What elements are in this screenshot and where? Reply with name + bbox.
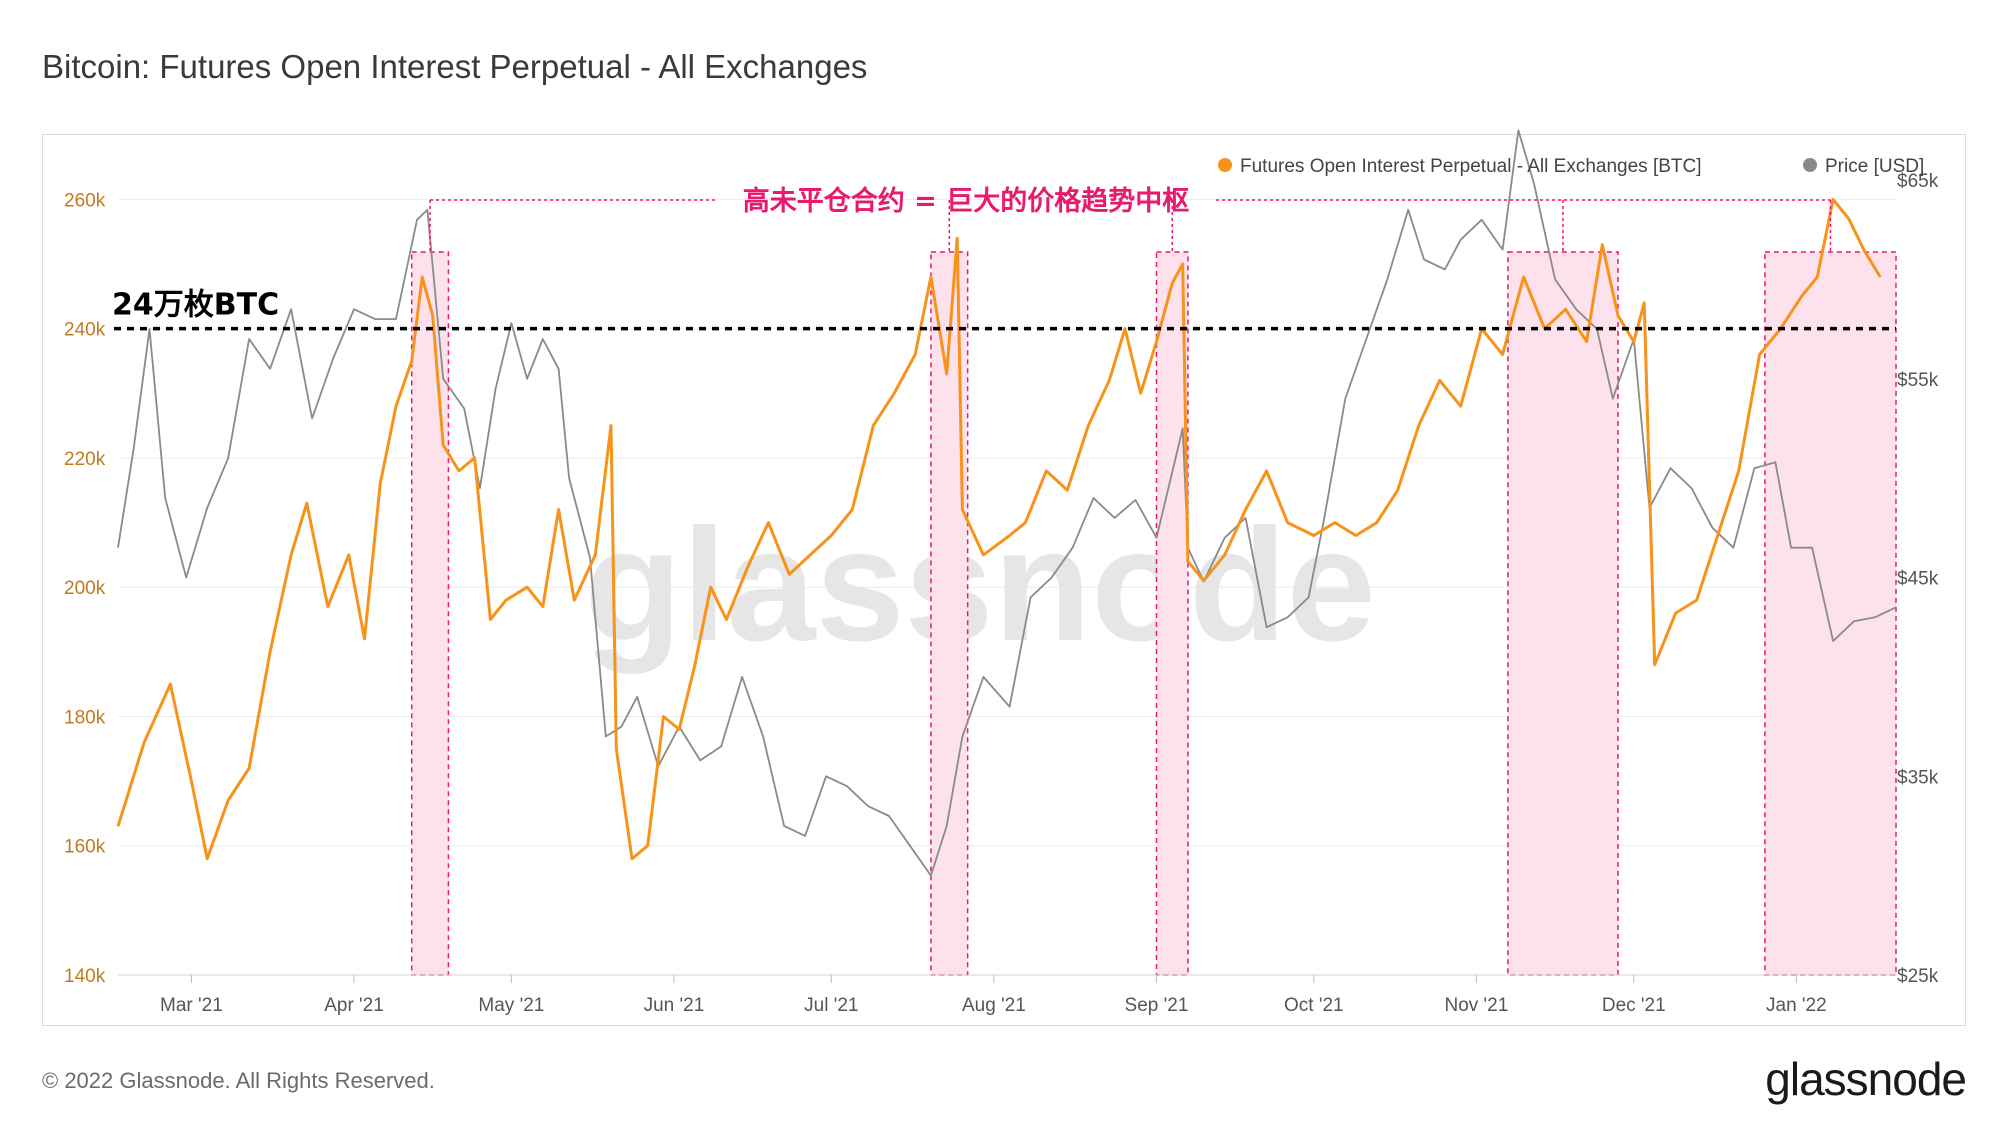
highlight-box [1764, 251, 1897, 976]
open-interest-series [116, 197, 1882, 861]
x-tick-label: Jan '22 [1766, 995, 1827, 1016]
callout-text: 高未平仓合约 = 巨大的价格趋势中枢 [743, 185, 1189, 217]
y-right-tick-label: $25k [1897, 966, 1939, 987]
x-tick-label: Jul '21 [804, 995, 858, 1016]
x-tick-label: Aug '21 [962, 995, 1026, 1016]
chart-frame [42, 134, 1966, 1026]
y-left-tick-label: 160k [64, 837, 106, 858]
x-tick-label: May '21 [478, 995, 544, 1016]
legend-label-price: Price [USD] [1825, 156, 1924, 177]
y-left-tick-label: 140k [64, 966, 106, 987]
x-tick-label: Mar '21 [160, 995, 223, 1016]
x-tick-label: Sep '21 [1125, 995, 1189, 1016]
callout-group: 高未平仓合约 = 巨大的价格趋势中枢 [429, 185, 1832, 252]
chart-title: Bitcoin: Futures Open Interest Perpetual… [42, 48, 868, 85]
legend-label-oi: Futures Open Interest Perpetual - All Ex… [1240, 156, 1702, 177]
highlight-box [410, 251, 450, 976]
threshold-label: 24万枚BTC [112, 288, 279, 323]
x-tick-label: Apr '21 [324, 995, 384, 1016]
y-right-tick-label: $45k [1897, 569, 1939, 590]
legend: Futures Open Interest Perpetual - All Ex… [1218, 156, 1924, 177]
y-left-tick-label: 240k [64, 320, 106, 341]
x-tick-label: Dec '21 [1602, 995, 1666, 1016]
brand-logo: glassnode [1765, 1053, 1967, 1105]
highlight-box [930, 251, 969, 976]
y-right-tick-label: $35k [1897, 767, 1939, 788]
open-interest-line [116, 197, 1882, 861]
highlight-box [1507, 251, 1619, 976]
legend-marker-price [1803, 158, 1817, 172]
y-left-tick-label: 220k [64, 449, 106, 470]
y-right-tick-label: $65k [1897, 171, 1939, 192]
y-left-tick-label: 260k [64, 190, 106, 211]
left-y-axis: 140k 160k 180k 200k 220k 240k 260k [64, 190, 106, 987]
right-y-axis: $25k $35k $45k $55k $65k [1897, 171, 1939, 987]
y-right-tick-label: $55k [1897, 370, 1939, 391]
legend-marker-oi [1218, 158, 1232, 172]
y-left-tick-label: 180k [64, 707, 106, 728]
watermark: glassnode [584, 495, 1375, 674]
threshold-line-group: 24万枚BTC [112, 288, 1896, 331]
highlight-box [1155, 251, 1189, 976]
x-tick-label: Oct '21 [1284, 995, 1344, 1016]
x-tick-label: Jun '21 [644, 995, 705, 1016]
y-left-tick-label: 200k [64, 578, 106, 599]
x-tick-label: Nov '21 [1444, 995, 1508, 1016]
copyright: © 2022 Glassnode. All Rights Reserved. [42, 1068, 435, 1093]
x-axis: Mar '21 Apr '21 May '21 Jun '21 Jul '21 Aug '… [118, 974, 1896, 1016]
